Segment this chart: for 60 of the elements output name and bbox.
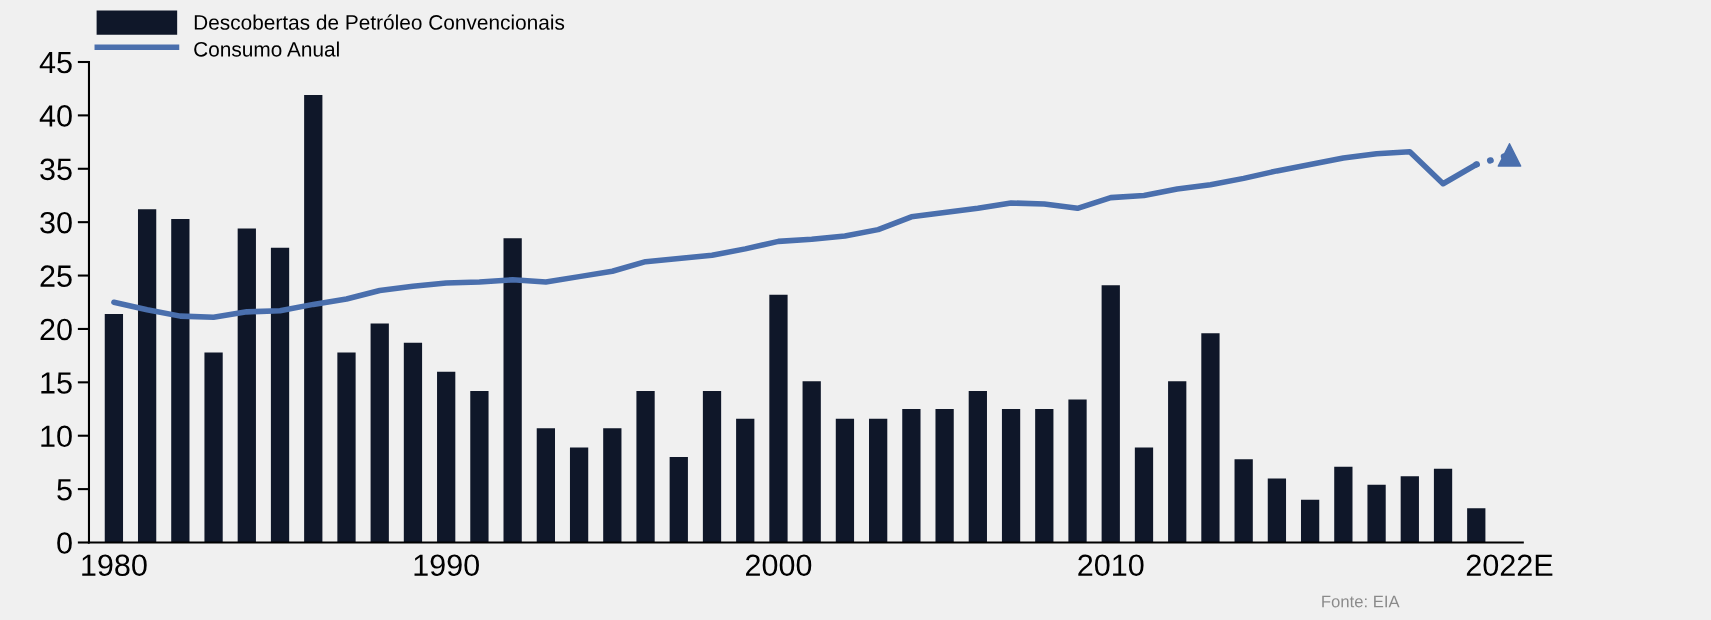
bar [935, 409, 954, 543]
bar [304, 95, 323, 543]
x-tick-label: 1980 [82, 554, 147, 577]
y-tick-label: 15 [41, 372, 72, 394]
bar [204, 352, 223, 543]
bar [1433, 468, 1453, 543]
bar [603, 428, 622, 543]
bar [536, 428, 555, 543]
bar [1400, 476, 1419, 543]
bar [835, 418, 855, 543]
bar [337, 352, 356, 543]
bar [237, 228, 256, 543]
y-tick-label: 30 [40, 211, 72, 234]
bar [1234, 459, 1253, 543]
x-tick-label: 2022E [1466, 554, 1553, 577]
bar [702, 390, 722, 543]
bar [802, 381, 821, 543]
bar [968, 390, 987, 543]
y-tick-label: 35 [40, 158, 72, 181]
bar [370, 323, 389, 543]
bar [270, 247, 290, 543]
bar [636, 390, 655, 543]
bar [769, 294, 788, 543]
bar [1134, 447, 1154, 543]
bar [736, 418, 755, 543]
y-tick-label: 10 [41, 425, 72, 448]
bar [470, 390, 489, 543]
bar [137, 209, 157, 543]
bar [1001, 409, 1021, 543]
bar [902, 409, 921, 543]
bar [1168, 381, 1187, 543]
bar [403, 342, 423, 543]
bar [1467, 508, 1486, 543]
bar [1300, 499, 1320, 543]
bar [503, 238, 522, 543]
bar [1367, 484, 1386, 543]
bar [437, 371, 456, 543]
source-note: Fonte: EIA [1322, 595, 1400, 608]
bar [1334, 466, 1353, 543]
bar [1068, 399, 1087, 543]
x-tick-label: 2010 [1078, 554, 1144, 577]
bar [569, 447, 589, 543]
legend-label: Descobertas de Petróleo Convencionais [194, 14, 565, 30]
bar [1035, 409, 1054, 543]
legend-label: Consumo Anual [194, 41, 339, 57]
y-tick-label: 25 [40, 265, 72, 287]
y-tick-label: 0 [57, 532, 72, 554]
x-tick-label: 2000 [746, 554, 812, 577]
y-tick-label: 45 [39, 52, 72, 74]
bar [104, 314, 124, 543]
bar [1101, 285, 1120, 543]
y-tick-label: 5 [57, 479, 72, 501]
bar [669, 457, 688, 543]
x-tick-label: 1990 [414, 554, 479, 577]
bar [171, 218, 190, 543]
y-tick-label: 20 [40, 318, 72, 341]
bar [1201, 333, 1220, 543]
y-tick-label: 40 [39, 105, 72, 127]
bar [869, 418, 888, 543]
bar [1267, 478, 1287, 543]
